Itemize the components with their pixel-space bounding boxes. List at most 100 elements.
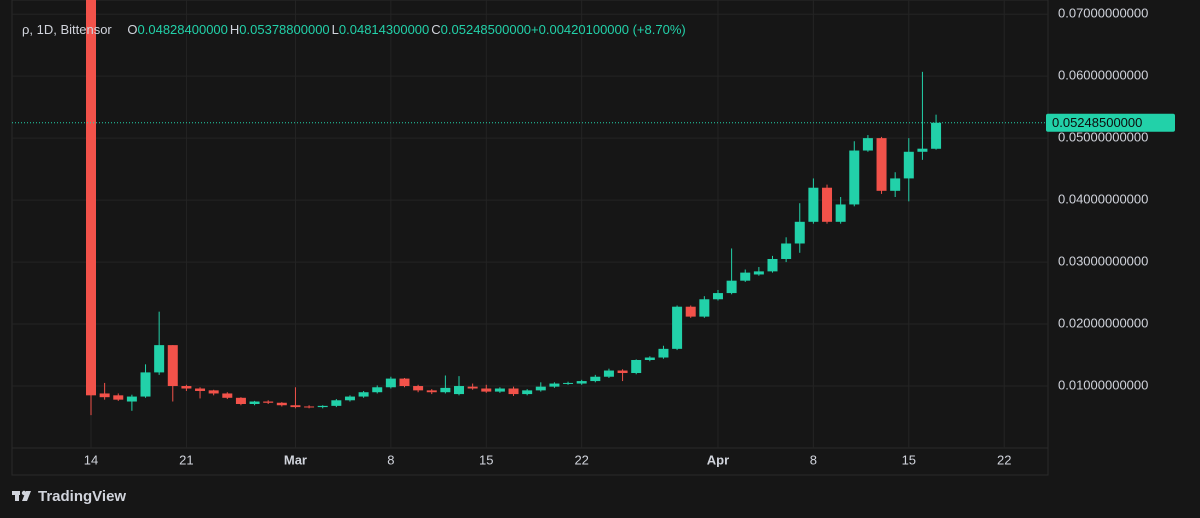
candle-body: [263, 401, 274, 403]
y-tick-label: 0.04000000000: [1058, 192, 1148, 207]
candle-body: [753, 271, 764, 275]
candle-body: [304, 406, 315, 408]
grid: [12, 0, 1048, 448]
candle-body: [276, 402, 287, 406]
candle-body: [344, 396, 355, 401]
candle-body: [181, 386, 192, 389]
candle-body: [699, 299, 710, 317]
candle-body: [99, 393, 110, 398]
candle-body: [154, 345, 165, 373]
candle-body: [385, 378, 396, 388]
candle-body: [440, 387, 451, 393]
candle-body: [631, 360, 642, 374]
candle-body: [576, 381, 587, 384]
candle-body: [726, 280, 737, 294]
x-tick-label: Apr: [707, 452, 729, 467]
candle-body: [113, 395, 124, 400]
candle-body: [835, 204, 846, 222]
candle-body: [849, 150, 860, 205]
x-tick-label: 14: [84, 452, 98, 467]
candle-body: [249, 401, 260, 404]
candle-body: [781, 243, 792, 259]
candle-body: [685, 306, 696, 317]
candle-body: [917, 148, 928, 152]
legend-label: H: [229, 22, 240, 37]
legend-label: L: [331, 22, 339, 37]
candle-body: [740, 272, 751, 281]
candle-body: [399, 378, 410, 387]
candle-body: [481, 388, 492, 392]
candle-body: [86, 0, 96, 396]
last-price-label: 0.05248500000: [1052, 115, 1142, 130]
candle-body: [126, 396, 137, 402]
candle-body: [208, 390, 219, 394]
y-tick-label: 0.05000000000: [1058, 130, 1148, 145]
symbol: ρ, 1D, Bittensor: [22, 22, 112, 37]
legend-value: 0.04828400000: [137, 22, 228, 37]
candle-body: [195, 388, 206, 391]
y-tick-label: 0.06000000000: [1058, 68, 1148, 83]
candle-body: [535, 386, 546, 391]
candle-body: [413, 386, 424, 391]
x-tick-label: 22: [997, 452, 1011, 467]
candle-body: [290, 405, 301, 408]
x-tick-label: 22: [574, 452, 588, 467]
legend-label: O: [127, 22, 138, 37]
y-tick-label: 0.01000000000: [1058, 377, 1148, 392]
candle-body: [931, 122, 942, 149]
x-tick-label: 8: [810, 452, 817, 467]
candle-body: [672, 306, 683, 349]
x-tick-label: 15: [479, 452, 493, 467]
legend-label: C: [431, 22, 441, 37]
legend-value: 0.05378800000: [239, 22, 330, 37]
brand-name: TradingView: [38, 488, 126, 505]
candle-body: [331, 400, 342, 406]
candles: [12, 0, 1048, 416]
candle-body: [372, 387, 383, 393]
plot-frame: [11, 0, 1049, 476]
candle-body: [222, 393, 233, 398]
last-price-box: [1046, 113, 1175, 132]
candle-body: [590, 376, 601, 382]
candle-body: [890, 178, 901, 191]
candle-body: [862, 138, 873, 151]
x-tick-label: 21: [179, 452, 193, 467]
candle-body: [549, 383, 560, 387]
y-tick-label: 0.07000000000: [1058, 6, 1148, 21]
candle-body: [903, 151, 914, 179]
candle-body: [712, 293, 723, 300]
candle-body: [467, 386, 478, 389]
candle-body: [508, 388, 519, 395]
legend-value: 0.04814300000: [338, 22, 430, 37]
candle-body: [522, 390, 533, 395]
ohlc-legend: ρ, 1D, Bittensor O0.04828400000 H0.053788…: [22, 22, 686, 37]
candle-body: [563, 382, 574, 384]
candle-body: [454, 386, 465, 395]
candle-body: [794, 221, 805, 244]
candle-body: [140, 372, 151, 397]
legend-change: +0.00420100000 (+8.70%): [531, 22, 686, 37]
candle-body: [426, 390, 437, 393]
brand-logo: [12, 490, 31, 501]
x-tick-label: Mar: [284, 452, 307, 467]
candle-body: [167, 345, 178, 387]
candle-body: [767, 258, 778, 272]
axis-labels: 0.01000000000 0.02000000000 0.03000000000 0…: [84, 6, 1175, 467]
candle-body: [644, 357, 655, 360]
candle-body: [358, 392, 369, 397]
candle-body: [617, 370, 628, 374]
x-tick-label: 15: [902, 452, 916, 467]
x-tick-label: 8: [387, 452, 394, 467]
candle-body: [494, 388, 505, 392]
candle-body: [876, 138, 887, 191]
y-tick-label: 0.03000000000: [1058, 254, 1148, 269]
candle-body: [603, 370, 614, 377]
candle-body: [658, 348, 669, 358]
candle-body: [235, 397, 246, 404]
candle-body: [822, 187, 833, 222]
legend-value: 0.05248500000: [440, 22, 532, 37]
candle-body: [808, 187, 819, 222]
candle-body: [317, 405, 328, 408]
